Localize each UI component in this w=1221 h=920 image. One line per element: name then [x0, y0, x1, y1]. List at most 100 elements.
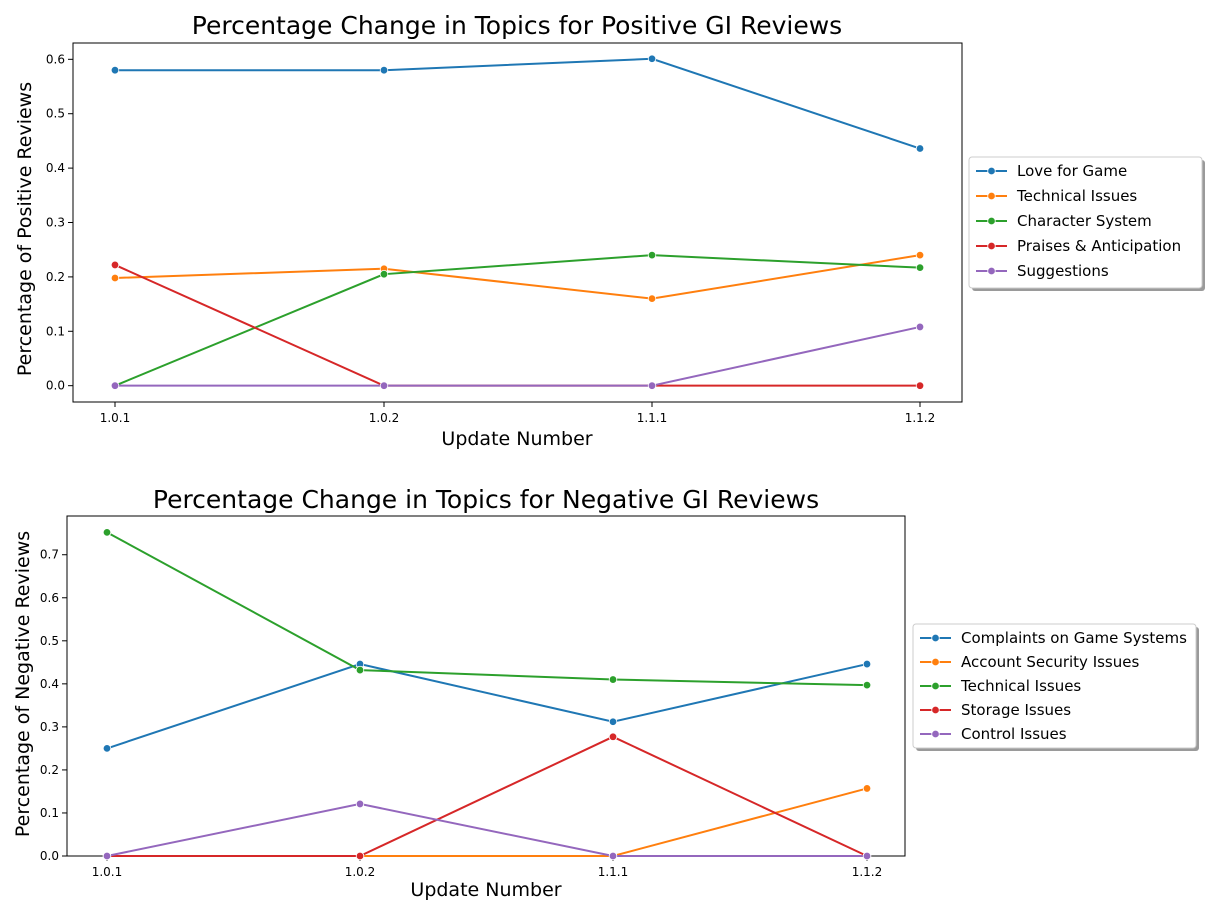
legend-box — [968, 156, 1203, 289]
legend-label: Technical Issues — [1016, 187, 1137, 205]
data-point — [647, 381, 657, 390]
legend-marker — [987, 216, 996, 226]
data-point — [862, 680, 872, 690]
series-line — [115, 57, 921, 150]
y-tick-label: 0.3 — [40, 720, 59, 734]
series-line — [106, 663, 868, 750]
y-tick-label: 0.6 — [40, 591, 59, 605]
data-point — [110, 260, 120, 270]
legend-label: Suggestions — [1017, 262, 1109, 280]
y-tick-label: 0.1 — [40, 806, 59, 820]
chart-negative: Percentage Change in Topics for Negative… — [12, 485, 819, 901]
y-tick-label: 0.7 — [40, 548, 59, 562]
legend-marker — [987, 166, 996, 176]
data-point — [915, 144, 925, 153]
data-point — [102, 528, 112, 537]
data-point — [355, 799, 365, 809]
data-point — [915, 322, 925, 332]
data-point — [110, 65, 120, 75]
y-tick-label: 0.1 — [46, 324, 65, 338]
x-axis-label: Update Number — [410, 879, 561, 901]
data-point — [862, 784, 872, 793]
x-tick-label: 1.0.2 — [345, 865, 376, 879]
data-point — [379, 65, 389, 75]
legend-label: Technical Issues — [960, 677, 1081, 695]
data-point — [915, 381, 925, 390]
legend-label: Complaints on Game Systems — [961, 629, 1187, 647]
x-tick-label: 1.1.2 — [905, 411, 936, 425]
plot-area-2: 0.0 0.1 0.2 0.3 0.4 0.5 0.6 0.7 1.0.1 1.0.2 1.1.1 1… — [40, 515, 906, 879]
data-point — [102, 744, 112, 753]
series-line — [115, 325, 921, 387]
y-tick-label: 0.2 — [46, 270, 65, 284]
x-tick-label: 1.1.2 — [852, 865, 883, 879]
y-tick-label: 0.5 — [46, 107, 65, 121]
data-point — [102, 851, 112, 861]
chart-positive: Percentage Change in Topics for Positive… — [14, 11, 842, 450]
series-love-for-game — [110, 54, 925, 153]
y-tick-label: 0.4 — [46, 161, 65, 175]
chart-title: Percentage Change in Topics for Positive… — [192, 11, 842, 40]
legend-marker — [931, 729, 940, 739]
series-praises-anticipation — [110, 260, 925, 390]
legend-label: Storage Issues — [961, 701, 1071, 719]
data-point — [110, 381, 120, 390]
plot-area-1: 0.0 0.1 0.2 0.3 0.4 0.5 0.6 1.0.1 1.0.2 1.1.1 1.1.… — [46, 42, 963, 425]
data-point — [355, 665, 365, 675]
y-tick-label: 0.0 — [40, 849, 59, 863]
chart-title: Percentage Change in Topics for Negative… — [153, 485, 819, 514]
series-technical-issues — [102, 528, 872, 690]
series-line — [107, 735, 868, 857]
legend-marker — [987, 241, 996, 251]
legend-marker — [931, 657, 940, 667]
data-point — [862, 659, 872, 669]
data-point — [608, 675, 618, 684]
series-line — [106, 802, 867, 857]
y-tick-label: 0.4 — [40, 677, 59, 691]
legend-label: Praises & Anticipation — [1017, 237, 1181, 255]
x-tick-label: 1.1.1 — [598, 865, 629, 879]
series-line — [114, 254, 921, 387]
x-tick-label: 1.0.2 — [369, 411, 400, 425]
series-line — [106, 531, 868, 687]
series-storage-issues — [102, 732, 872, 861]
y-axis-label: Percentage of Positive Reviews — [14, 82, 36, 376]
series-control-issues — [102, 799, 872, 861]
legend-label: Love for Game — [1017, 162, 1127, 180]
series-line — [107, 787, 868, 857]
data-point — [915, 250, 925, 260]
data-point — [110, 273, 120, 283]
x-tick-label: 1.0.1 — [92, 865, 123, 879]
data-point — [379, 381, 389, 390]
data-point — [379, 269, 389, 279]
x-tick-label: 1.1.1 — [637, 411, 668, 425]
legend-marker — [931, 633, 940, 643]
legend: Complaints on Game Systems Account Securi… — [912, 623, 1199, 751]
x-tick-label: 1.0.1 — [100, 411, 131, 425]
legend-marker — [931, 705, 940, 715]
y-tick-label: 0.3 — [46, 216, 65, 230]
y-tick-label: 0.2 — [40, 763, 59, 777]
x-axis-label: Update Number — [441, 428, 592, 450]
y-tick-label: 0.0 — [46, 379, 65, 393]
series-complaints-on-game-systems — [102, 659, 872, 753]
series-character-system — [110, 250, 925, 390]
data-point — [862, 851, 872, 861]
y-tick-label: 0.5 — [40, 634, 59, 648]
series-technical-issues — [110, 250, 925, 303]
series-line — [114, 254, 921, 300]
series-suggestions — [110, 322, 925, 390]
legend-marker — [931, 681, 940, 691]
legend-marker — [987, 266, 996, 276]
data-point — [355, 851, 365, 861]
data-point — [608, 717, 618, 726]
legend-label: Character System — [1017, 212, 1152, 230]
legend-box — [912, 623, 1197, 749]
data-point — [647, 250, 657, 260]
legend: Love for Game Technical Issues Character S… — [968, 156, 1205, 291]
data-point — [647, 294, 657, 303]
data-point — [915, 263, 925, 272]
legend-label: Control Issues — [961, 725, 1067, 743]
data-point — [608, 851, 618, 861]
